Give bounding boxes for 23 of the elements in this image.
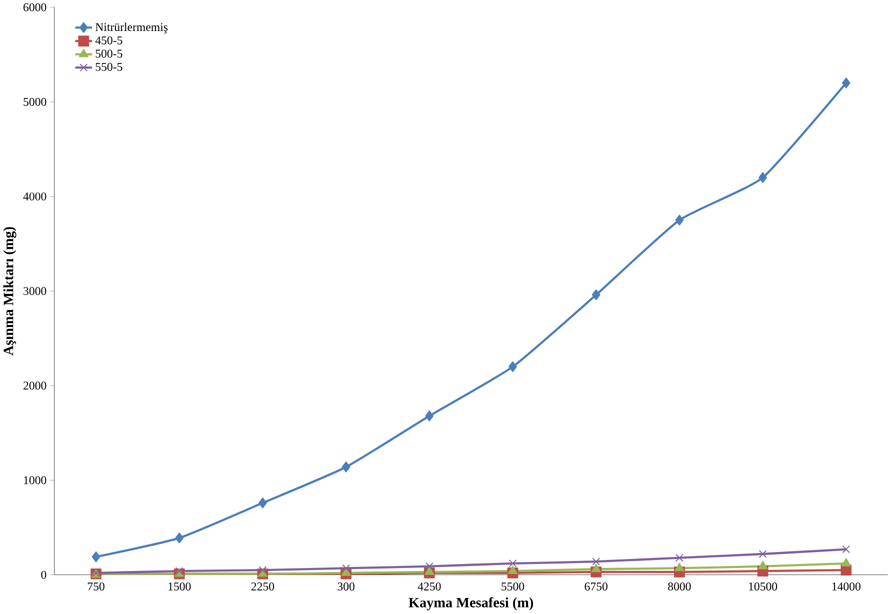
y-tick-label: 6000 bbox=[24, 3, 46, 12]
legend-label: 500-5 bbox=[96, 50, 122, 58]
x-axis-title: Kayma Mesafesi (m) bbox=[408, 597, 534, 610]
x-tick-label: 300 bbox=[338, 582, 354, 591]
y-tick-label: 5000 bbox=[24, 98, 46, 106]
y-tick-label: 4000 bbox=[23, 192, 46, 201]
x-tick-label: 2250 bbox=[251, 582, 274, 591]
x-tick-label: 6750 bbox=[584, 582, 608, 591]
x-tick-label: 10500 bbox=[749, 582, 778, 591]
y-tick-label: 1000 bbox=[24, 476, 46, 484]
y-tick-label: 2000 bbox=[24, 382, 46, 390]
y-tick-label: 0 bbox=[41, 571, 46, 580]
y-tick-label: 3000 bbox=[24, 287, 46, 296]
legend-label: 450-5 bbox=[95, 36, 122, 45]
legend-label: 550-5 bbox=[96, 63, 122, 72]
x-tick-label: 14000 bbox=[832, 582, 860, 591]
x-tick-label: 4250 bbox=[418, 582, 441, 591]
x-tick-label: 8000 bbox=[668, 582, 691, 591]
x-tick-label: 1500 bbox=[168, 582, 191, 591]
legend-label: Nitrürlermemiş bbox=[95, 22, 168, 34]
y-axis-title: Aşınma Miktarı (mg) bbox=[3, 227, 16, 356]
x-tick-label: 5500 bbox=[502, 582, 524, 591]
x-tick-label: 750 bbox=[88, 582, 104, 591]
